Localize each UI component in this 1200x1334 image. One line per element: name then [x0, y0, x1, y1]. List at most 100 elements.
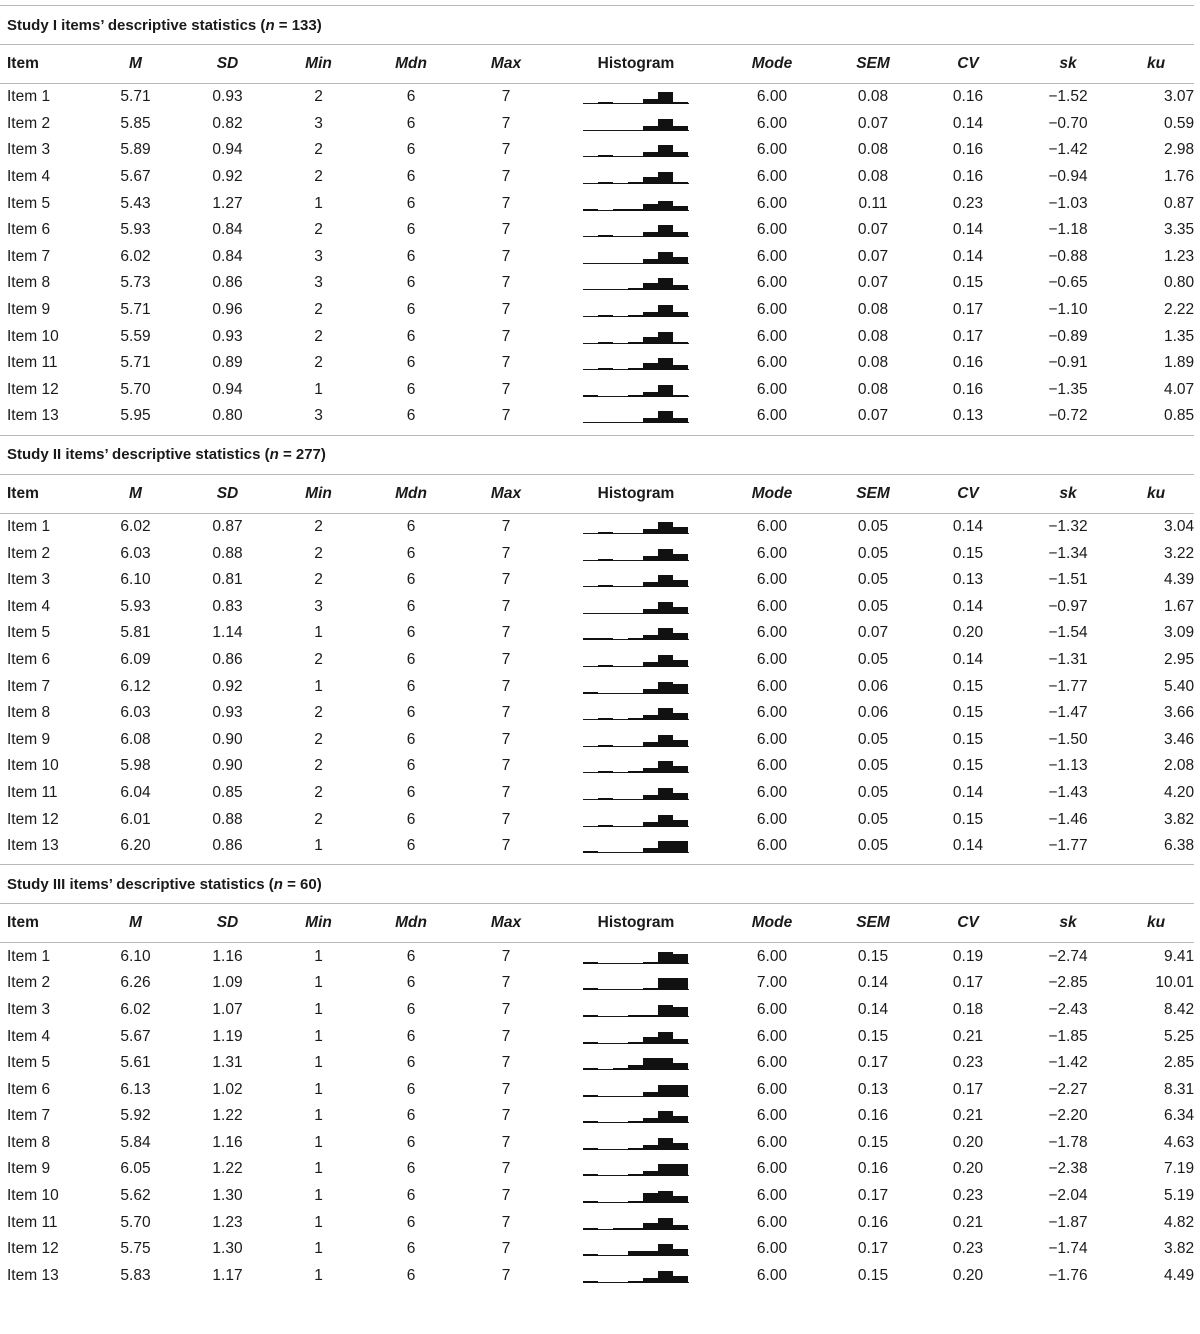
- histogram-bar-1: [583, 394, 598, 397]
- cell-min: 1: [314, 1240, 323, 1258]
- section-title-suffix: = 277): [278, 446, 326, 464]
- histogram-bar-5: [643, 1014, 658, 1017]
- histogram-cell: [556, 403, 716, 430]
- table-row: Item 1 6.10 1.16 1 6 7 6.00 0.15 0.19 −2.74 9.41: [0, 943, 1194, 970]
- cell-mdn: 6: [406, 247, 416, 265]
- column-header-sk: sk: [1018, 474, 1118, 514]
- histogram-bar-7: [673, 205, 688, 211]
- item-label: Item 1: [7, 518, 51, 536]
- cell-mdn: 6: [406, 1187, 416, 1205]
- cell-mdn: 6: [406, 837, 416, 855]
- item-label: Item 7: [7, 1107, 51, 1125]
- histogram-sparkline: [583, 1084, 689, 1097]
- column-header-histogram: Histogram: [556, 44, 716, 84]
- column-header-min: Min: [271, 474, 366, 514]
- histogram-bar-1: [583, 208, 598, 211]
- cell-max: 7: [501, 1187, 511, 1205]
- cell-min: 2: [314, 730, 323, 748]
- cell-sd: 0.90: [212, 757, 243, 775]
- cell-sd: 0.86: [212, 274, 243, 292]
- cell-m: 5.93: [120, 597, 151, 615]
- cell-sd: 1.27: [212, 194, 243, 212]
- cell-cv: 0.21: [952, 1027, 984, 1045]
- cell-cv: 0.14: [952, 247, 984, 265]
- cell-m: 5.75: [120, 1240, 151, 1258]
- cell-mode: 6.00: [756, 597, 788, 615]
- histogram-sparkline: [583, 331, 689, 344]
- cell-sk: −2.74: [1048, 947, 1088, 965]
- cell-min: 2: [314, 650, 323, 668]
- histogram-bar-4: [628, 368, 643, 371]
- histogram-bar-7: [673, 365, 688, 371]
- histogram-cell: [556, 1263, 716, 1290]
- cell-mdn: 6: [406, 677, 416, 695]
- cell-min: 3: [314, 247, 323, 265]
- cell-sd: 0.80: [212, 407, 243, 425]
- item-label: Item 12: [7, 1240, 59, 1258]
- item-label: Item 7: [7, 677, 51, 695]
- cell-ku: 4.07: [1164, 380, 1195, 398]
- cell-mdn: 6: [406, 194, 416, 212]
- cell-min: 2: [314, 757, 323, 775]
- histogram-bar-7: [673, 1116, 688, 1124]
- cell-sem: 0.05: [857, 544, 889, 562]
- histogram-bar-7: [673, 285, 688, 291]
- cell-min: 2: [314, 168, 323, 186]
- cell-mode: 6.00: [756, 1107, 788, 1125]
- histogram-bar-5: [643, 1091, 658, 1097]
- cell-sem: 0.07: [857, 221, 889, 239]
- cell-sem: 0.17: [857, 1054, 889, 1072]
- histogram-bar-1: [583, 1174, 598, 1177]
- cell-mdn: 6: [406, 1107, 416, 1125]
- item-label: Item 11: [7, 354, 58, 372]
- cell-ku: 5.25: [1164, 1027, 1195, 1045]
- cell-m: 5.70: [120, 1213, 151, 1231]
- histogram-bar-6: [658, 978, 673, 991]
- cell-sk: −1.13: [1048, 757, 1088, 775]
- cell-mdn: 6: [406, 301, 416, 319]
- cell-ku: 1.67: [1164, 597, 1195, 615]
- histogram-bar-4: [628, 1201, 643, 1204]
- cell-sk: −1.46: [1048, 810, 1088, 828]
- histogram-bar-5: [643, 1118, 658, 1124]
- cell-mdn: 6: [406, 624, 416, 642]
- cell-sd: 0.93: [212, 327, 243, 345]
- histogram-cell: [556, 190, 716, 217]
- histogram-bar-4: [628, 1251, 643, 1257]
- cell-max: 7: [501, 571, 511, 589]
- histogram-bar-2: [598, 638, 613, 641]
- cell-sem: 0.07: [857, 114, 889, 132]
- histogram-bar-2: [598, 368, 613, 371]
- cell-sem: 0.05: [857, 810, 889, 828]
- cell-mode: 6.00: [756, 221, 788, 239]
- histogram-bar-5: [643, 312, 658, 318]
- item-label: Item 2: [7, 114, 51, 132]
- histogram-cell: [556, 137, 716, 164]
- histogram-bar-6: [658, 1270, 673, 1283]
- cell-min: 1: [314, 1266, 323, 1284]
- cell-m: 5.71: [120, 301, 151, 319]
- table-row: Item 8 5.73 0.86 3 6 7 6.00 0.07 0.15 −0.65 0.80: [0, 270, 1194, 297]
- histogram-bar-6: [658, 654, 673, 667]
- histogram-cell: [556, 1130, 716, 1157]
- histogram-cell: [556, 647, 716, 674]
- cell-ku: 7.19: [1164, 1160, 1195, 1178]
- item-label: Item 7: [7, 247, 51, 265]
- cell-max: 7: [501, 518, 511, 536]
- descriptive-statistics-tables: Study I items’ descriptive statistics (n…: [0, 5, 1200, 1289]
- histogram-bar-6: [658, 734, 673, 747]
- cell-sk: −1.03: [1048, 194, 1088, 212]
- histogram-bar-6: [658, 681, 673, 694]
- cell-cv: 0.14: [952, 518, 984, 536]
- histogram-bar-5: [643, 661, 658, 667]
- item-label: Item 10: [7, 1187, 59, 1205]
- histogram-cell: [556, 833, 716, 860]
- column-header-sd: SD: [184, 903, 271, 944]
- cell-sd: 0.88: [212, 810, 243, 828]
- cell-sem: 0.06: [857, 704, 889, 722]
- cell-max: 7: [501, 354, 511, 372]
- cell-m: 5.95: [120, 407, 151, 425]
- histogram-bar-5: [643, 1222, 658, 1230]
- cell-ku: 9.41: [1164, 947, 1195, 965]
- cell-min: 2: [314, 571, 323, 589]
